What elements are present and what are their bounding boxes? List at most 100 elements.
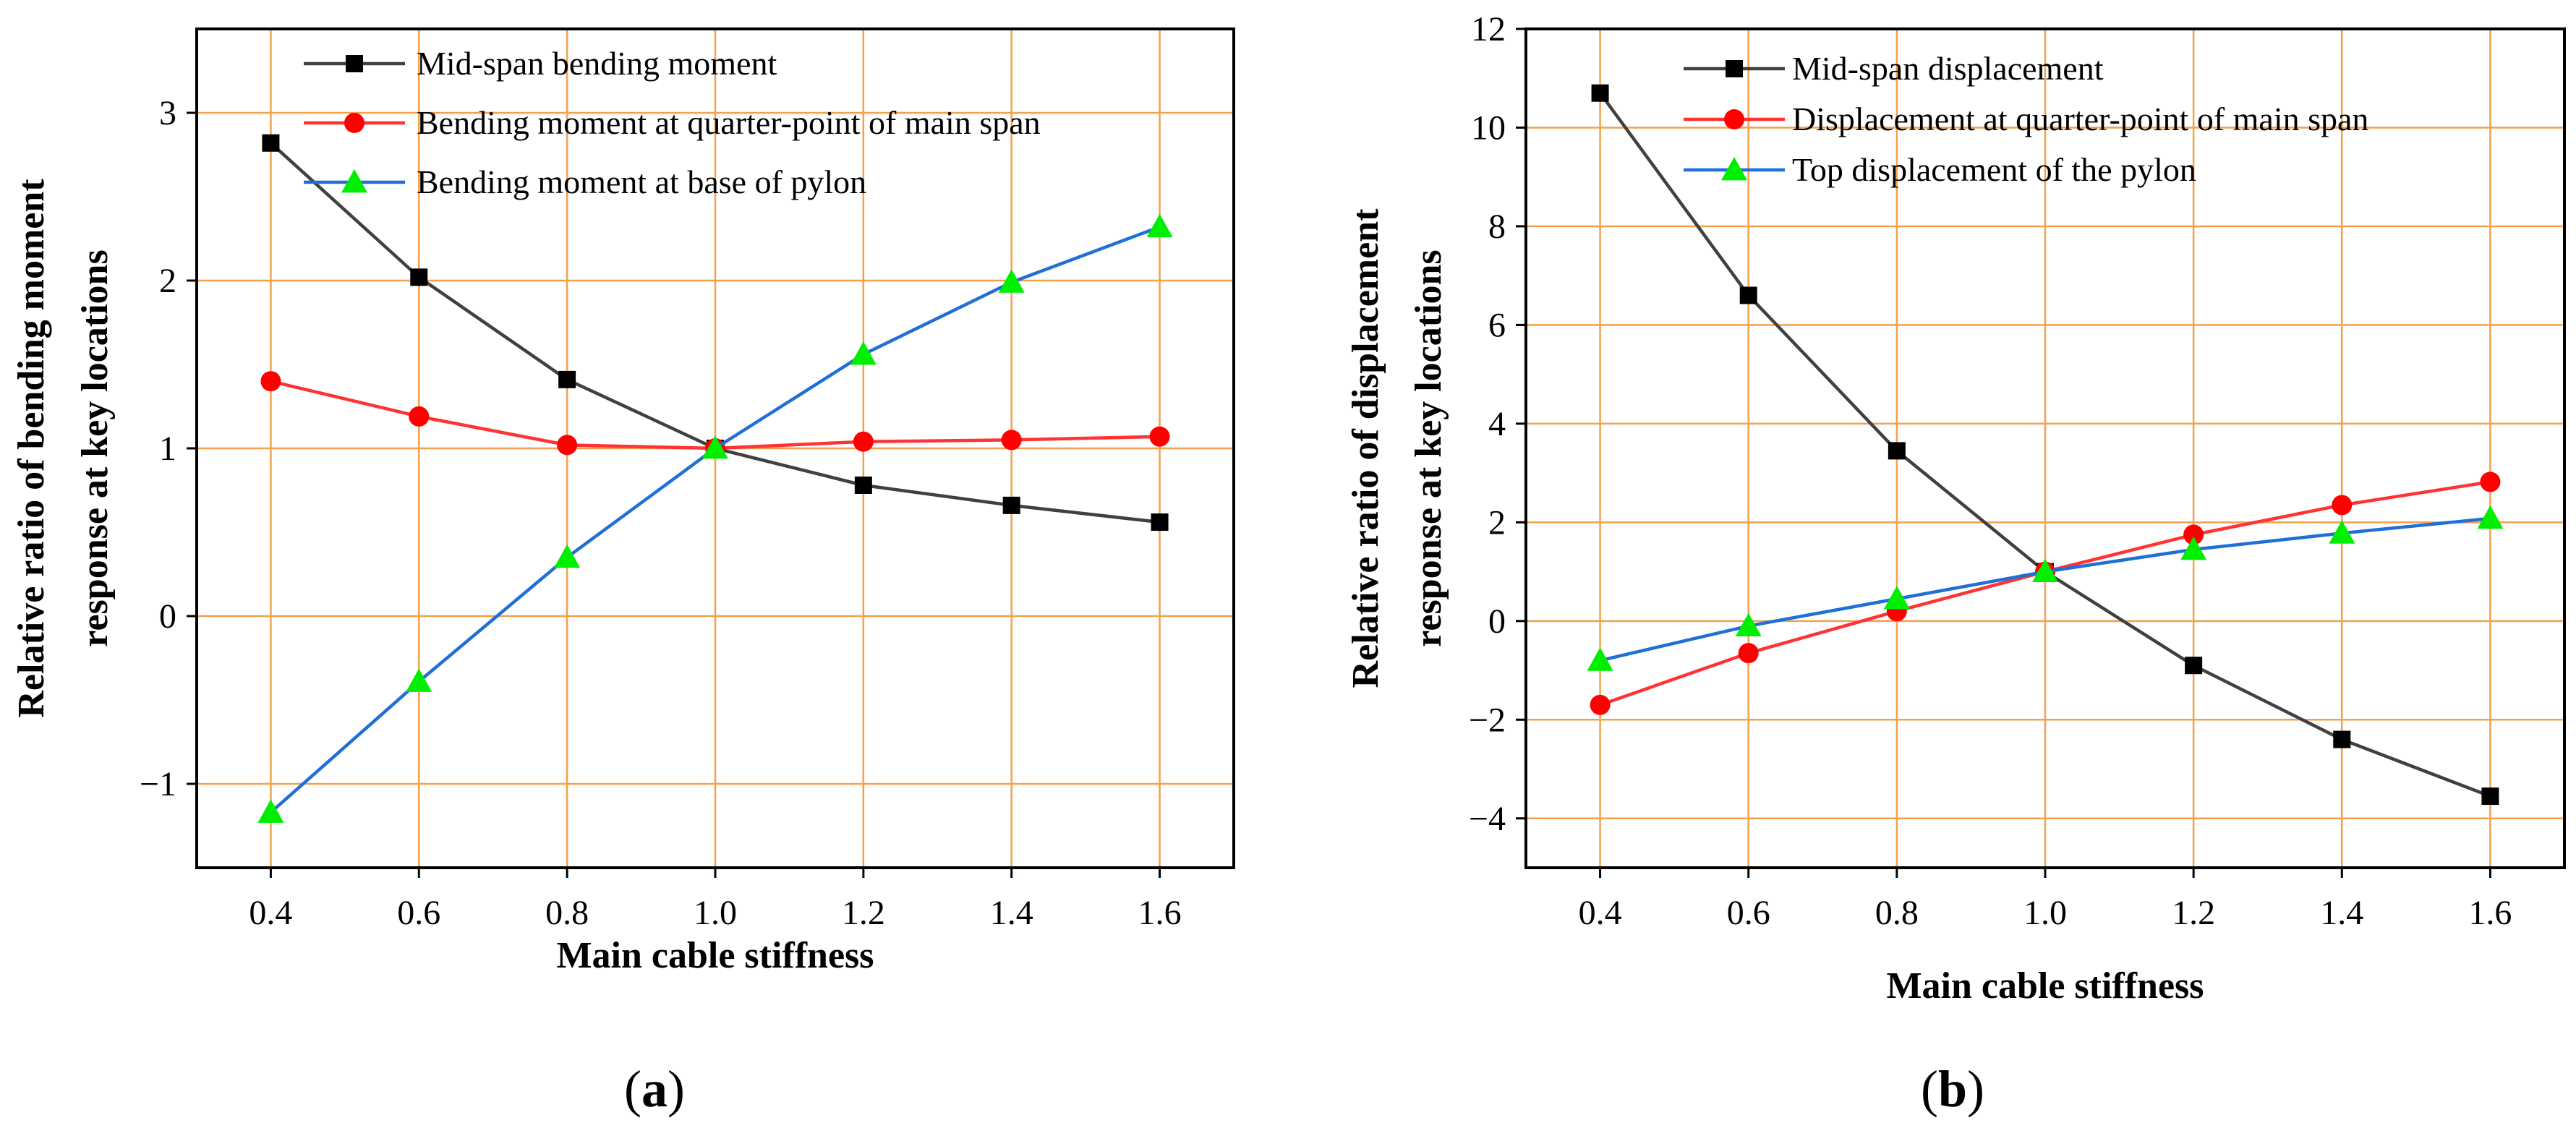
x-tick-label: 1.0 bbox=[694, 894, 737, 932]
y-axis-title-line-2: response at key locations bbox=[74, 249, 116, 646]
legend-marker bbox=[1724, 109, 1744, 129]
data-point bbox=[1735, 612, 1762, 637]
x-tick-label: 0.4 bbox=[1579, 894, 1622, 932]
legend-label: Bending moment at base of pylon bbox=[417, 163, 866, 200]
x-tick-label: 0.6 bbox=[1727, 894, 1770, 932]
legend-item: Displacement at quarter-point of main sp… bbox=[1684, 101, 2368, 137]
data-point bbox=[262, 134, 280, 152]
data-point bbox=[998, 269, 1025, 293]
data-point bbox=[2477, 505, 2504, 529]
panel-label-letter: b bbox=[1938, 1060, 1967, 1118]
legend-label: Bending moment at quarter-point of main … bbox=[417, 104, 1041, 141]
legend-marker bbox=[344, 113, 364, 133]
panel-label-close-paren: ) bbox=[668, 1060, 685, 1118]
legend-marker bbox=[346, 55, 363, 72]
y-tick-label: 8 bbox=[1488, 208, 1506, 246]
legend-marker bbox=[341, 169, 367, 193]
data-point bbox=[2183, 524, 2204, 545]
legend-marker bbox=[1721, 157, 1747, 181]
data-point bbox=[257, 799, 284, 823]
x-tick-label: 1.4 bbox=[990, 894, 1033, 932]
y-tick-label: 4 bbox=[1488, 405, 1506, 443]
x-tick-label: 1.6 bbox=[2468, 894, 2512, 932]
x-tick-label: 0.8 bbox=[1875, 894, 1919, 932]
data-point bbox=[853, 431, 874, 452]
data-point bbox=[1738, 643, 1759, 664]
y-axis-title-line-2: response at key locations bbox=[1408, 249, 1449, 646]
y-axis-title-line-1: Relative ratio of displacement bbox=[1345, 208, 1386, 688]
data-point bbox=[554, 544, 581, 568]
legend: Mid-span displacement Displacement at qua… bbox=[1684, 50, 2368, 188]
data-point bbox=[2333, 730, 2351, 748]
y-tick-label: 1 bbox=[159, 430, 176, 468]
y-tick-label: 12 bbox=[1471, 10, 1506, 48]
legend-item: Bending moment at base of pylon bbox=[304, 163, 866, 200]
x-tick-label: 0.8 bbox=[545, 894, 589, 932]
legend-marker bbox=[1726, 60, 1743, 77]
panel-label-letter: a bbox=[641, 1060, 668, 1118]
legend-label: Mid-span displacement bbox=[1792, 50, 2104, 87]
legend-label: Top displacement of the pylon bbox=[1792, 151, 2196, 188]
data-point bbox=[1002, 496, 1020, 514]
legend-item: Mid-span bending moment bbox=[304, 45, 777, 82]
x-axis-title: Main cable stiffness bbox=[1886, 965, 2204, 1007]
data-point bbox=[1001, 430, 1022, 451]
data-point bbox=[2481, 787, 2499, 806]
y-tick-label: 6 bbox=[1488, 306, 1506, 344]
y-tick-label: 2 bbox=[1488, 503, 1506, 542]
legend-label: Mid-span bending moment bbox=[417, 45, 777, 82]
data-point bbox=[409, 406, 430, 427]
data-point bbox=[1590, 694, 1611, 715]
data-point bbox=[1151, 513, 1169, 531]
data-point bbox=[1591, 84, 1609, 102]
y-tick-label: 2 bbox=[159, 262, 176, 300]
legend-item: Bending moment at quarter-point of main … bbox=[304, 104, 1041, 141]
data-point bbox=[2180, 536, 2207, 560]
panel-label: (b) bbox=[1921, 1060, 1984, 1118]
legend-item: Mid-span displacement bbox=[1684, 50, 2104, 87]
data-point bbox=[2480, 471, 2501, 492]
y-tick-label: 0 bbox=[159, 597, 176, 636]
legend: Mid-span bending moment Bending moment at… bbox=[304, 45, 1041, 200]
x-tick-label: 1.0 bbox=[2023, 894, 2067, 932]
data-point bbox=[1587, 647, 1613, 671]
axis-ticks: 0.4 0.6 0.8 1.0 1.2 1.4 1.6 −4 −2 0 2 4 6 8 10 12 bbox=[1469, 10, 2512, 932]
data-point bbox=[2329, 520, 2355, 544]
x-tick-label: 1.4 bbox=[2320, 894, 2363, 932]
data-point bbox=[558, 370, 576, 388]
data-point bbox=[557, 435, 578, 456]
panel-label-open-paren: ( bbox=[624, 1060, 641, 1118]
series-3 bbox=[1587, 505, 2504, 671]
y-tick-label: −4 bbox=[1469, 800, 1506, 838]
y-tick-label: −1 bbox=[140, 765, 176, 803]
y-tick-label: 3 bbox=[159, 94, 176, 132]
x-tick-label: 0.4 bbox=[249, 894, 292, 932]
data-point bbox=[260, 371, 281, 392]
data-point bbox=[2185, 657, 2203, 675]
chart-panel-a: 0.4 0.6 0.8 1.0 1.2 1.4 1.6 −1 0 1 2 3 Mid-span bend… bbox=[11, 27, 1235, 1118]
data-point bbox=[1888, 442, 1906, 460]
data-point bbox=[1883, 586, 1910, 610]
x-tick-label: 0.6 bbox=[397, 894, 440, 932]
data-point bbox=[702, 435, 728, 459]
x-tick-label: 1.2 bbox=[842, 894, 885, 932]
series-3 bbox=[257, 213, 1173, 823]
panel-label-close-paren: ) bbox=[1967, 1060, 1984, 1118]
data-point bbox=[2332, 495, 2353, 516]
legend-label: Displacement at quarter-point of main sp… bbox=[1792, 101, 2368, 137]
x-tick-label: 1.6 bbox=[1138, 894, 1182, 932]
data-point bbox=[1739, 286, 1757, 304]
axis-ticks: 0.4 0.6 0.8 1.0 1.2 1.4 1.6 −1 0 1 2 3 bbox=[140, 94, 1182, 932]
data-point bbox=[850, 341, 877, 365]
y-axis-title-line-1: Relative ratio of bending moment bbox=[11, 179, 52, 718]
panel-label-open-paren: ( bbox=[1921, 1060, 1938, 1118]
data-point bbox=[406, 668, 432, 692]
chart-panel-b: 0.4 0.6 0.8 1.0 1.2 1.4 1.6 −4 −2 0 2 4 6 8 10 12 Mid-sp… bbox=[1345, 10, 2566, 1118]
data-point bbox=[1146, 213, 1173, 238]
data-point bbox=[2032, 558, 2058, 582]
y-tick-label: 0 bbox=[1488, 602, 1506, 641]
panel-label: (a) bbox=[624, 1060, 685, 1118]
data-point bbox=[1149, 426, 1170, 447]
data-point bbox=[410, 268, 428, 286]
